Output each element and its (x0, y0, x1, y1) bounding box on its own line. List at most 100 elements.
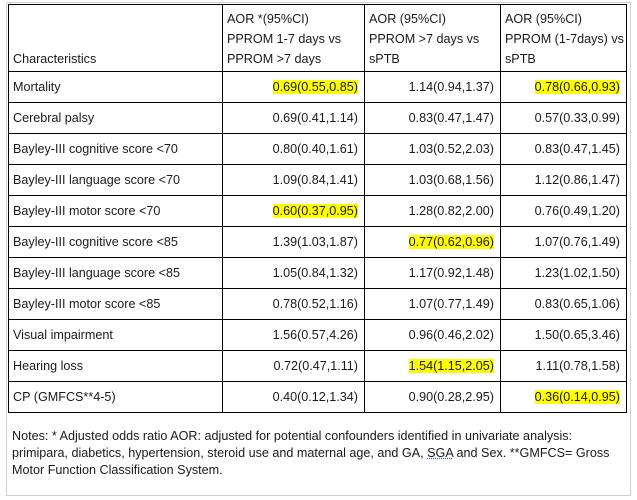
aor-cell: 0.96(0.46,2.02) (364, 319, 501, 351)
aor-value: 1.23(1.02,1.50) (534, 266, 620, 280)
aor-cell: 0.69(0.41,1.14) (222, 102, 365, 134)
aor-value-highlighted: 0.60(0.37,0.95) (272, 204, 358, 218)
aor-cell: 0.83(0.47,1.47) (364, 102, 501, 134)
aor-cell: 0.90(0.28,2.95) (364, 381, 501, 413)
aor-cell: 1.39(1.03,1.87) (222, 226, 365, 258)
aor-cell: 0.78(0.66,0.93) (500, 71, 627, 103)
row-characteristic: Bayley-III language score <85 (8, 257, 223, 289)
row-characteristic: CP (GMFCS**4-5) (8, 381, 223, 413)
aor-cell: 0.80(0.40,1.61) (222, 133, 365, 165)
header-aor-col-2: AOR (95%CI) PPROM >7 days vs sPTB (364, 4, 501, 72)
aor-value-highlighted: 0.78(0.66,0.93) (534, 80, 620, 94)
aor-value: 0.83(0.47,1.45) (534, 142, 620, 156)
notes-text-part2: and Sex. **GMFCS= Gross Motor Function C… (12, 446, 610, 477)
aor-cell: 1.23(1.02,1.50) (500, 257, 627, 289)
aor-value: 1.07(0.77,1.49) (408, 297, 494, 311)
aor-cell: 1.12(0.86,1.47) (500, 164, 627, 196)
aor-cell: 1.28(0.82,2.00) (364, 195, 501, 227)
header-characteristics: Characteristics (8, 4, 223, 72)
aor-cell: 1.54(1.15,2.05) (364, 350, 501, 382)
aor-cell: 1.14(0.94,1.37) (364, 71, 501, 103)
row-characteristic: Cerebral palsy (8, 102, 223, 134)
table-row: Bayley-III cognitive score <85 1.39(1.03,… (8, 226, 627, 258)
row-characteristic: Bayley-III motor score <85 (8, 288, 223, 320)
header-line: PPROM >7 days (227, 52, 322, 66)
aor-value: 0.96(0.46,2.02) (408, 328, 494, 342)
aor-value: 1.56(0.57,4.26) (272, 328, 358, 342)
aor-value: 0.40(0.12,1.34) (272, 390, 358, 404)
aor-value: 1.50(0.65,3.46) (534, 328, 620, 342)
table-row: Cerebral palsy 0.69(0.41,1.14) 0.83(0.47,1… (8, 102, 627, 134)
aor-value: 0.72(0.47,1.11) (273, 359, 359, 373)
aor-cell: 0.72(0.47,1.11) (222, 350, 365, 382)
aor-cell: 1.07(0.76,1.49) (500, 226, 627, 258)
header-line: sPTB (369, 52, 400, 66)
aor-value: 0.83(0.47,1.47) (408, 111, 494, 125)
header-line: AOR (95%CI) (505, 12, 582, 26)
header-line: sPTB (505, 52, 536, 66)
header-line: PPROM >7 days vs (369, 32, 480, 46)
aor-value-highlighted: 0.69(0.55,0.85) (272, 80, 358, 94)
row-characteristic: Hearing loss (8, 350, 223, 382)
header-aor-col-3: AOR (95%CI) PPROM (1-7days) vs sPTB (500, 4, 627, 72)
table-row: CP (GMFCS**4-5) 0.40(0.12,1.34) 0.90(0.28,… (8, 381, 627, 413)
aor-value-highlighted: 1.54(1.15,2.05) (408, 359, 494, 373)
aor-cell: 1.50(0.65,3.46) (500, 319, 627, 351)
table-row: Bayley-III motor score <85 0.78(0.52,1.16… (8, 288, 627, 320)
table-row: Bayley-III language score <70 1.09(0.84,1… (8, 164, 627, 196)
header-line: PPROM 1-7 days vs (227, 32, 342, 46)
row-characteristic: Bayley-III language score <70 (8, 164, 223, 196)
aor-cell: 0.83(0.47,1.45) (500, 133, 627, 165)
header-row: Characteristics AOR *(95%CI) PPROM 1-7 day… (8, 4, 627, 72)
header-aor-col-1: AOR *(95%CI) PPROM 1-7 days vs PPROM >7 da… (222, 4, 365, 72)
aor-value: 0.76(0.49,1.20) (534, 204, 620, 218)
aor-cell: 1.11(0.78,1.58) (500, 350, 627, 382)
table-row: Bayley-III cognitive score <70 0.80(0.40,… (8, 133, 627, 165)
aor-cell: 0.36(0.14,0.95) (500, 381, 627, 413)
aor-value-highlighted: 0.36(0.14,0.95) (534, 390, 620, 404)
row-characteristic: Bayley-III motor score <70 (8, 195, 223, 227)
aor-value: 1.28(0.82,2.00) (408, 204, 494, 218)
table-header: Characteristics AOR *(95%CI) PPROM 1-7 day… (8, 4, 627, 72)
table-body: Mortality 0.69(0.55,0.85) 1.14(0.94,1.37) 0… (8, 71, 627, 413)
row-characteristic: Visual impairment (8, 319, 223, 351)
results-table: Characteristics AOR *(95%CI) PPROM 1-7 day… (8, 4, 627, 413)
aor-cell: 1.07(0.77,1.49) (364, 288, 501, 320)
table-row: Bayley-III language score <85 1.05(0.84,1… (8, 257, 627, 289)
aor-value: 0.78(0.52,1.16) (272, 297, 358, 311)
aor-cell: 0.77(0.62,0.96) (364, 226, 501, 258)
aor-value: 1.14(0.94,1.37) (408, 80, 494, 94)
aor-cell: 0.76(0.49,1.20) (500, 195, 627, 227)
aor-cell: 0.40(0.12,1.34) (222, 381, 365, 413)
aor-cell: 1.03(0.52,2.03) (364, 133, 501, 165)
aor-cell: 0.83(0.65,1.06) (500, 288, 627, 320)
header-line: AOR (95%CI) (369, 12, 446, 26)
aor-value: 1.12(0.86,1.47) (534, 173, 620, 187)
aor-cell: 1.09(0.84,1.41) (222, 164, 365, 196)
row-characteristic: Bayley-III cognitive score <70 (8, 133, 223, 165)
aor-value: 1.05(0.84,1.32) (272, 266, 358, 280)
notes-text-part1: Notes: * Adjusted odds ratio AOR: adjust… (12, 429, 573, 460)
document-frame (6, 2, 631, 496)
row-characteristic: Mortality (8, 71, 223, 103)
aor-value: 1.11(0.78,1.58) (535, 359, 621, 373)
aor-value: 1.03(0.68,1.56) (408, 173, 494, 187)
aor-value: 1.39(1.03,1.87) (272, 235, 358, 249)
aor-value: 1.07(0.76,1.49) (534, 235, 620, 249)
aor-value-highlighted: 0.77(0.62,0.96) (408, 235, 494, 249)
header-line: Characteristics (13, 52, 97, 66)
aor-value: 0.80(0.40,1.61) (272, 142, 358, 156)
aor-value: 1.17(0.92,1.48) (408, 266, 494, 280)
table-row: Bayley-III motor score <70 0.60(0.37,0.95… (8, 195, 627, 227)
aor-value: 0.90(0.28,2.95) (408, 390, 494, 404)
aor-value: 0.83(0.65,1.06) (534, 297, 620, 311)
aor-value: 0.69(0.41,1.14) (272, 111, 358, 125)
table-notes: Notes: * Adjusted odds ratio AOR: adjust… (12, 428, 627, 479)
aor-cell: 0.60(0.37,0.95) (222, 195, 365, 227)
aor-value: 1.09(0.84,1.41) (272, 173, 358, 187)
table-row: Mortality 0.69(0.55,0.85) 1.14(0.94,1.37) 0… (8, 71, 627, 103)
table-row: Visual impairment 1.56(0.57,4.26) 0.96(0.4… (8, 319, 627, 351)
aor-cell: 1.05(0.84,1.32) (222, 257, 365, 289)
notes-sga-term: SGA (427, 446, 454, 460)
row-characteristic: Bayley-III cognitive score <85 (8, 226, 223, 258)
